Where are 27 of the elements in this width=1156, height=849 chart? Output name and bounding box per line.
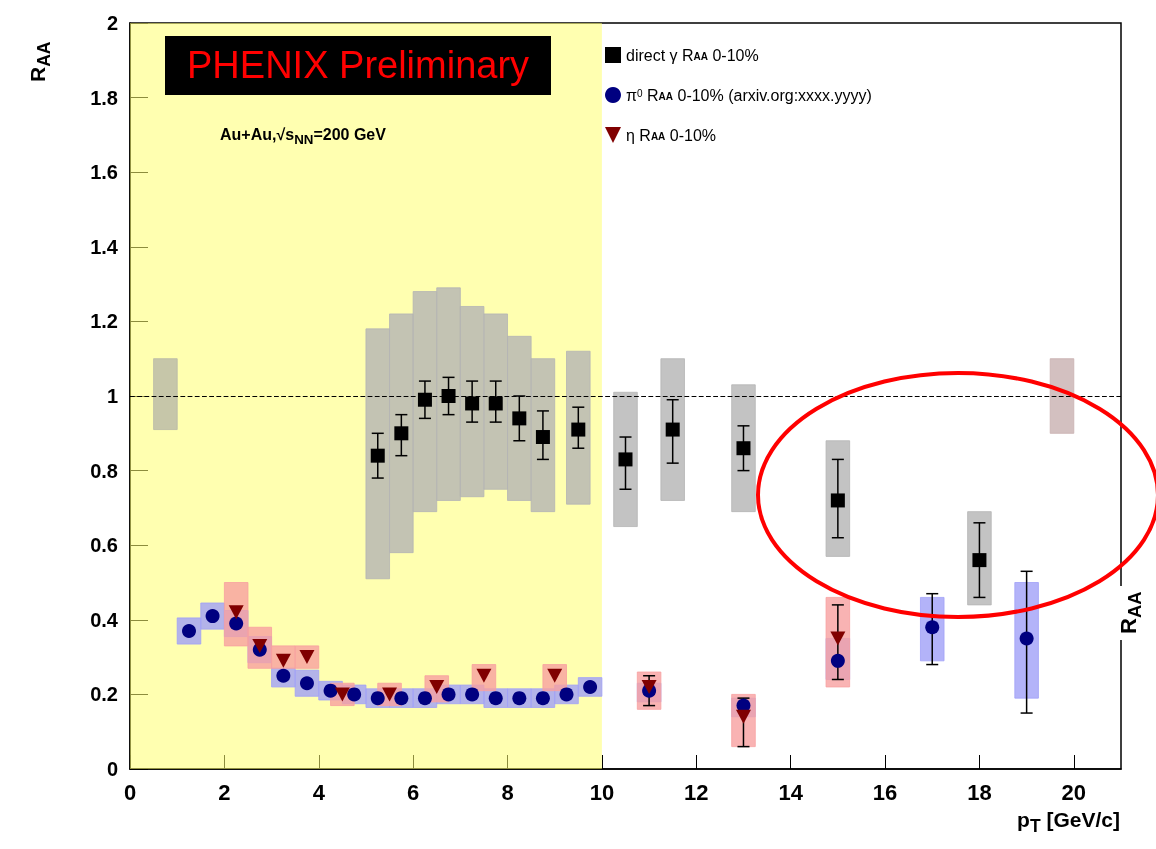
x-tick-label: 10 (589, 779, 615, 805)
y-tick-label: 1.4 (90, 235, 119, 258)
x-tick-label: 20 (1061, 779, 1087, 805)
x-tick-label: 2 (218, 779, 231, 805)
x-tick-label: 16 (872, 779, 898, 805)
y-tick-label: 1.2 (90, 310, 118, 333)
x-tick-label: 12 (684, 779, 709, 805)
x-tick-label: 18 (967, 779, 992, 805)
x-tick-label: 8 (501, 779, 514, 805)
x-tick-label: 4 (312, 779, 326, 805)
legend-label: direct γ RAA 0-10% (626, 46, 759, 64)
y-tick-label: 0.8 (90, 459, 118, 482)
y-tick-label: 0.6 (90, 534, 118, 557)
x-tick-label: 14 (778, 779, 804, 805)
y-tick-label: 0 (106, 758, 118, 780)
y-tick-label: 1.8 (90, 86, 118, 109)
x-tick-label: 0 (123, 779, 137, 805)
legend-label: η RAA 0-10% (626, 126, 717, 144)
y-tick-label: 1 (106, 385, 118, 407)
y-tick-label: 1.6 (90, 161, 118, 184)
x-axis-title: p$_{T}$ [GeV/c] (1017, 808, 1120, 838)
x-tick-label: 6 (407, 779, 420, 805)
y-tick-label: 2 (106, 12, 118, 34)
y-tick-label: 0.4 (90, 608, 119, 631)
y-tick-label: 0.2 (90, 683, 118, 706)
annotation: PHENIX Preliminary (165, 36, 552, 95)
annotation: Au+Au,√s$_{NN}$=200 GeV (220, 126, 386, 148)
